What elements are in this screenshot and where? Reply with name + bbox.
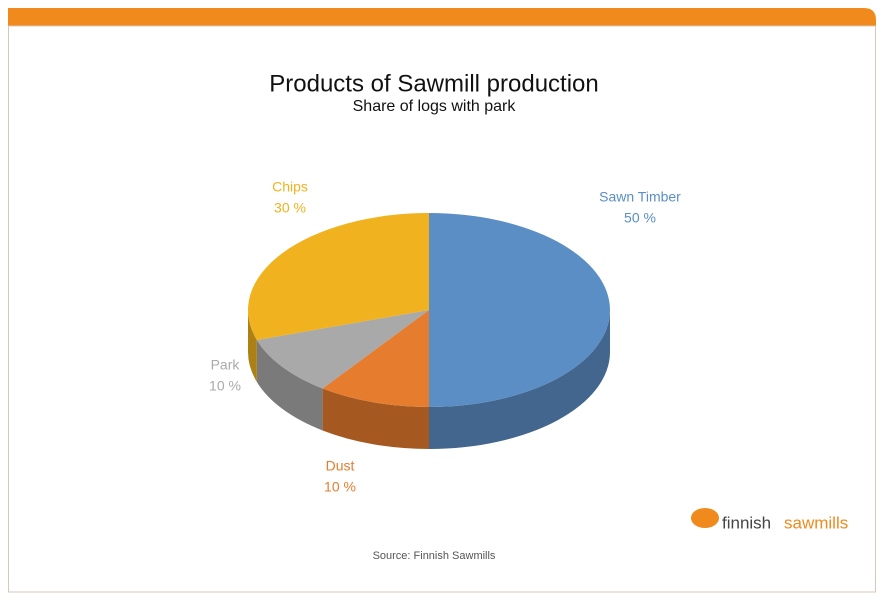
slice-value-label: 10 % — [324, 479, 356, 495]
slice-label: Chips — [272, 179, 308, 195]
frame — [8, 25, 876, 593]
chart-title: Products of Sawmill production — [269, 70, 598, 97]
slice — [322, 310, 429, 407]
logo-mark — [691, 508, 719, 528]
logo-secondary: sawmills — [784, 513, 848, 532]
slice-side — [248, 310, 257, 382]
slice-label: Dust — [326, 458, 355, 474]
slice — [256, 310, 429, 389]
slice-side — [322, 388, 429, 449]
slice-side — [429, 310, 610, 449]
slice-side — [256, 339, 323, 431]
slice-label: Sawn Timber — [599, 189, 681, 205]
slice — [248, 213, 429, 340]
header-bar — [8, 8, 876, 26]
slice — [429, 213, 610, 407]
logo-primary: finnish — [722, 513, 771, 532]
source: Source: Finnish Sawmills — [373, 550, 496, 562]
slice-value-label: 50 % — [624, 210, 656, 226]
slice-label: Park — [211, 357, 241, 373]
slice-value-label: 30 % — [274, 200, 306, 216]
slice-value-label: 10 % — [209, 378, 241, 394]
chart-subtitle: Share of logs with park — [353, 98, 517, 115]
